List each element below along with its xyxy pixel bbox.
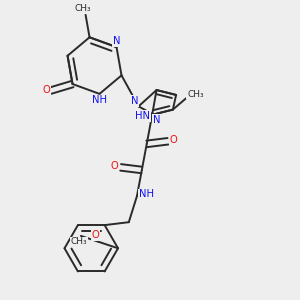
- Text: O: O: [92, 230, 99, 240]
- Text: NH: NH: [92, 95, 107, 105]
- Text: HN: HN: [135, 111, 150, 121]
- Text: CH₃: CH₃: [75, 4, 91, 13]
- Text: N: N: [113, 36, 120, 46]
- Text: O: O: [111, 161, 118, 171]
- Text: N: N: [131, 96, 138, 106]
- Text: O: O: [170, 135, 178, 145]
- Text: CH₃: CH₃: [187, 90, 204, 99]
- Text: O: O: [43, 85, 51, 95]
- Text: NH: NH: [139, 189, 154, 200]
- Text: N: N: [153, 115, 160, 125]
- Text: CH₃: CH₃: [71, 237, 88, 246]
